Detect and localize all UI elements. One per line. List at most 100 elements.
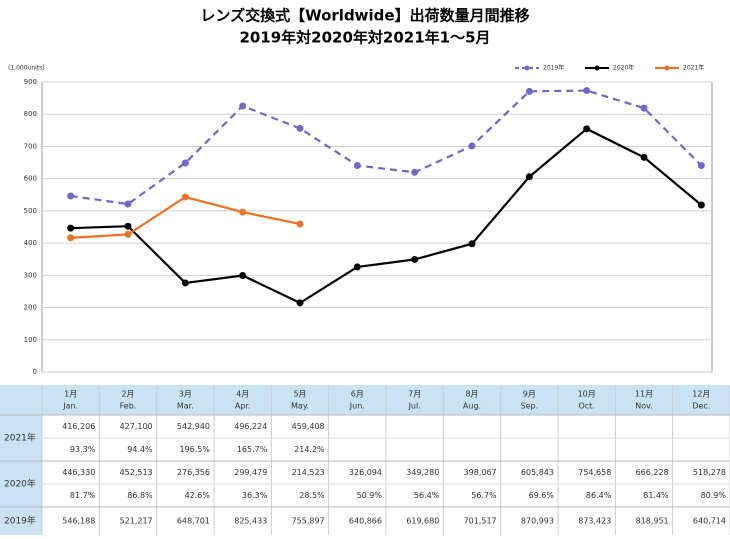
- month-header: 9月: [523, 390, 536, 399]
- ratio-cell: 93.3%: [70, 445, 96, 454]
- point: [583, 125, 591, 133]
- count-cell: 619,680: [406, 517, 439, 526]
- series-line: [70, 89, 703, 206]
- month-header-en: Sep.: [521, 402, 539, 411]
- count-cell: 416,206: [62, 422, 95, 431]
- point: [468, 240, 476, 248]
- table-label-bg: [0, 385, 42, 535]
- month-header: 8月: [465, 390, 478, 399]
- month-header: 4月: [236, 390, 249, 399]
- point: [525, 87, 533, 95]
- month-header-en: Apr.: [235, 402, 251, 411]
- point: [181, 159, 189, 167]
- count-cell: 496,224: [234, 422, 267, 431]
- month-header-en: Aug.: [463, 402, 481, 411]
- ratio-cell: 80.9%: [701, 491, 727, 500]
- legend-label: 2020年: [613, 64, 634, 72]
- ratio-cell: 36.3%: [242, 491, 268, 500]
- point: [124, 222, 132, 230]
- count-cell: 398,067: [464, 468, 497, 477]
- month-header-en: Oct.: [578, 402, 594, 411]
- count-cell: 214,523: [292, 468, 325, 477]
- point: [239, 272, 247, 280]
- row-label: 2021年: [4, 432, 36, 444]
- point: [67, 234, 75, 242]
- point: [640, 104, 648, 112]
- month-header: 11月: [635, 390, 653, 399]
- ratio-cell: 86.4%: [586, 491, 612, 500]
- point: [640, 153, 648, 161]
- count-cell: 648,701: [177, 517, 210, 526]
- point: [353, 263, 361, 271]
- count-cell: 666,228: [636, 468, 669, 477]
- ratio-cell: 165.7%: [237, 445, 268, 454]
- count-cell: 542,940: [177, 422, 210, 431]
- ratio-cell: 50.9%: [357, 491, 383, 500]
- series-line: [70, 195, 301, 239]
- ratio-cell: 214.2%: [294, 445, 325, 454]
- count-cell: 873,423: [578, 517, 611, 526]
- point: [181, 193, 189, 201]
- month-header: 5月: [293, 390, 306, 399]
- count-cell: 349,280: [406, 468, 439, 477]
- ratio-cell: 69.6%: [529, 491, 555, 500]
- series-line: [70, 127, 703, 305]
- month-header: 1月: [64, 390, 77, 399]
- point: [296, 124, 304, 132]
- ratio-cell: 196.5%: [179, 445, 210, 454]
- point: [353, 161, 361, 169]
- month-header-en: Jan.: [62, 402, 78, 411]
- month-header-en: Dec.: [692, 402, 710, 411]
- count-cell: 754,658: [578, 468, 611, 477]
- point: [583, 87, 591, 95]
- point: [67, 192, 75, 200]
- month-header: 6月: [351, 390, 364, 399]
- y-unit: (1,000units): [8, 65, 45, 72]
- month-header: 3月: [179, 390, 192, 399]
- y-tick-label: 800: [24, 110, 37, 118]
- point: [124, 200, 132, 208]
- plot-frame: [41, 81, 713, 373]
- count-cell: 427,100: [120, 422, 153, 431]
- ratio-cell: 86.8%: [127, 491, 153, 500]
- month-header-en: Mar.: [177, 402, 194, 411]
- count-cell: 755,897: [292, 517, 325, 526]
- legend-marker: [664, 65, 670, 71]
- month-header-en: Nov.: [635, 402, 653, 411]
- y-tick-label: 500: [24, 207, 37, 215]
- count-cell: 640,714: [693, 517, 726, 526]
- y-tick-label: 400: [24, 239, 37, 247]
- point: [468, 142, 476, 150]
- ratio-cell: 81.7%: [70, 491, 96, 500]
- count-cell: 452,513: [120, 468, 153, 477]
- count-cell: 446,330: [62, 468, 95, 477]
- month-header: 2月: [121, 390, 134, 399]
- month-header-en: Jul.: [408, 402, 421, 411]
- ratio-cell: 28.5%: [299, 491, 325, 500]
- y-tick-label: 900: [24, 78, 37, 86]
- ratio-cell: 56.7%: [471, 491, 497, 500]
- count-cell: 459,408: [292, 422, 325, 431]
- point: [239, 208, 247, 216]
- count-cell: 518,278: [693, 468, 726, 477]
- point: [296, 299, 304, 307]
- point: [239, 102, 247, 110]
- legend-marker: [594, 65, 600, 71]
- count-cell: 701,517: [464, 517, 497, 526]
- y-tick-label: 0: [33, 368, 37, 376]
- ratio-cell: 56.4%: [414, 491, 440, 500]
- month-header-en: Feb.: [120, 402, 137, 411]
- y-tick-label: 600: [24, 175, 37, 183]
- count-cell: 825,433: [234, 517, 267, 526]
- count-cell: 640,866: [349, 517, 382, 526]
- ratio-cell: 42.6%: [185, 491, 211, 500]
- point: [124, 230, 132, 238]
- point: [697, 162, 705, 170]
- month-header-en: Jun.: [349, 402, 365, 411]
- legend-marker: [524, 65, 530, 71]
- point: [296, 220, 304, 228]
- row-label: 2020年: [4, 478, 36, 490]
- legend-label: 2021年: [683, 64, 704, 72]
- table-header-bg: [0, 385, 730, 415]
- point: [181, 279, 189, 287]
